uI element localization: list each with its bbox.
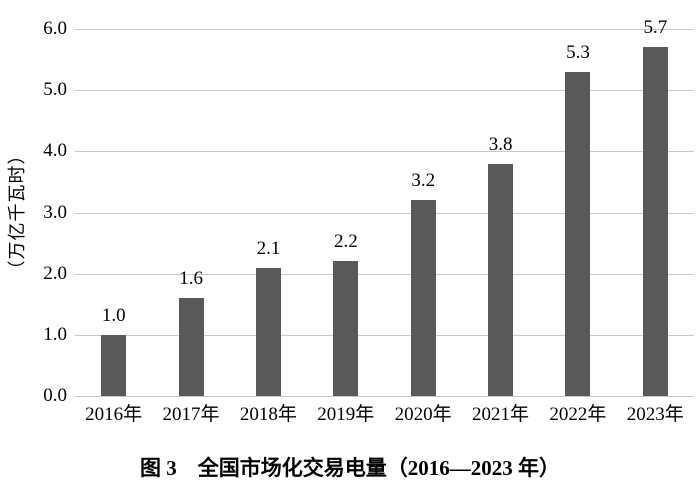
y-tick-label: 5.0 — [43, 79, 67, 101]
bar — [333, 261, 359, 396]
chart-title: 图 3 全国市场化交易电量（2016—2023 年） — [140, 456, 560, 480]
y-tick-label: 1.0 — [43, 323, 67, 345]
x-tick-label: 2016年 — [85, 404, 143, 425]
y-tick-label: 3.0 — [43, 201, 67, 223]
bar — [178, 298, 204, 396]
y-tick-label: 2.0 — [43, 262, 67, 284]
bar-column: 1.0 — [75, 304, 152, 396]
bar-column: 5.3 — [539, 41, 616, 396]
y-tick-label: 6.0 — [43, 18, 67, 39]
bars-container: 1.0 1.6 2.1 2.2 3.2 3.8 5.3 5.7 — [75, 18, 694, 396]
bar-value-label: 2.2 — [333, 231, 358, 253]
bar — [410, 200, 436, 396]
bar-column: 3.2 — [385, 171, 462, 396]
x-tick-label: 2021年 — [472, 404, 530, 425]
bar-column: 1.6 — [152, 269, 229, 396]
gridline — [75, 273, 694, 275]
x-tick-label: 2023年 — [626, 404, 684, 425]
bar-column: 2.2 — [307, 232, 384, 396]
bar-column: 2.1 — [230, 237, 307, 396]
gridline — [75, 212, 694, 214]
x-tick-label: 2020年 — [394, 404, 452, 425]
bar-value-label: 3.8 — [488, 133, 513, 155]
bar-value-label: 5.3 — [566, 41, 590, 63]
bar — [642, 47, 668, 396]
x-axis-labels: 2016年 2017年 2018年 2019年 2020年 2021年 2022年 2023年 — [75, 403, 694, 427]
x-tick-label: 2017年 — [162, 404, 220, 425]
x-tick-label: 2018年 — [239, 404, 297, 425]
x-tick-label: 2019年 — [317, 404, 375, 425]
bar-value-label: 5.7 — [643, 17, 668, 39]
gridline — [75, 29, 694, 30]
bar-value-label: 3.2 — [411, 170, 436, 192]
gridline — [75, 151, 694, 153]
plot-area: 1.0 1.6 2.1 2.2 3.2 3.8 5.3 5.7 0.0 1.0 2.0 3.0 4.0… — [43, 18, 694, 406]
bar — [488, 163, 514, 396]
bar-value-label: 2.1 — [256, 237, 281, 259]
bar — [255, 267, 281, 396]
bar — [101, 334, 127, 396]
x-tick-label: 2022年 — [549, 404, 607, 425]
bar-value-label: 1.6 — [179, 268, 203, 290]
bar-value-label: 1.0 — [101, 304, 126, 326]
y-tick-label: 4.0 — [43, 140, 67, 162]
bar — [565, 71, 591, 396]
gridline — [75, 396, 694, 397]
gridline — [75, 334, 694, 336]
bar-column: 3.8 — [462, 133, 539, 396]
gridline — [75, 90, 694, 92]
y-tick-label: 0.0 — [43, 385, 67, 406]
bar-column: 5.7 — [617, 18, 694, 396]
